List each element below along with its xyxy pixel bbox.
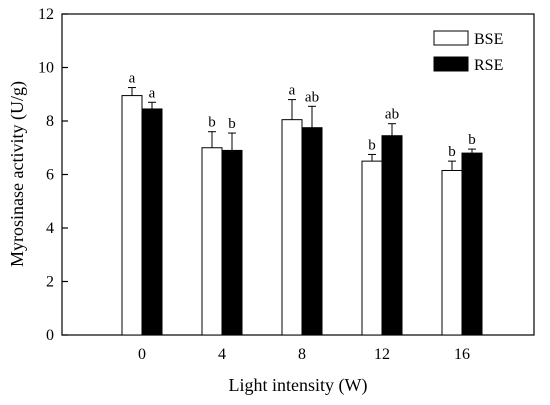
bar-bse — [361, 160, 383, 336]
y-tick-label: 12 — [38, 6, 54, 23]
x-tick-label: 8 — [298, 346, 306, 363]
significance-label: b — [368, 137, 376, 153]
significance-label: a — [289, 83, 296, 99]
significance-label: b — [228, 116, 236, 132]
y-tick-label: 6 — [46, 167, 54, 184]
x-tick-label: 16 — [454, 346, 470, 363]
bar-bse — [441, 169, 463, 336]
significance-label: a — [149, 85, 156, 101]
bar-rse — [221, 149, 243, 336]
legend-swatch-rse — [433, 56, 469, 72]
x-axis-title: Light intensity (W) — [229, 375, 368, 396]
bar-bse — [121, 95, 143, 336]
bar-rse — [141, 108, 163, 336]
significance-label: b — [468, 132, 476, 148]
legend-label-rse: RSE — [474, 57, 503, 74]
y-axis-ticks: 0 2 4 6 8 10 12 — [38, 6, 68, 344]
y-tick-label: 4 — [46, 220, 54, 237]
y-tick-label: 8 — [46, 113, 54, 130]
bar-rse — [381, 135, 403, 336]
significance-label: ab — [305, 89, 319, 105]
bar-rse — [301, 127, 323, 336]
y-tick-label: 10 — [38, 60, 54, 77]
significance-label: b — [448, 144, 456, 160]
bar-bse — [281, 119, 303, 336]
legend-label-bse: BSE — [474, 31, 503, 48]
y-tick-label: 0 — [46, 327, 54, 344]
bars — [121, 87, 483, 336]
legend: BSE RSE — [433, 30, 503, 74]
bar-rse — [461, 152, 483, 336]
y-tick-label: 2 — [46, 274, 54, 291]
significance-label: a — [129, 71, 136, 87]
x-tick-label: 0 — [138, 346, 146, 363]
x-tick-label: 4 — [218, 346, 226, 363]
y-axis-title: Myrosinase activity (U/g) — [7, 81, 28, 267]
legend-swatch-bse — [433, 30, 469, 46]
significance-label: b — [208, 115, 216, 131]
significance-label: ab — [385, 107, 399, 123]
bar-bse — [201, 147, 223, 336]
x-tick-label: 12 — [374, 346, 390, 363]
